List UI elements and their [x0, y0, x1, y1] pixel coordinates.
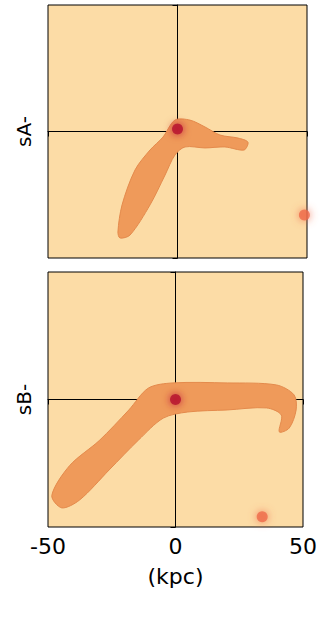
svg-text:sA-: sA- [12, 116, 36, 147]
svg-text:(kpc): (kpc) [148, 564, 204, 589]
svg-text:-50: -50 [30, 534, 66, 559]
svg-text:sB-: sB- [12, 384, 36, 415]
svg-text:50: 50 [289, 534, 317, 559]
svg-text:0: 0 [169, 534, 183, 559]
